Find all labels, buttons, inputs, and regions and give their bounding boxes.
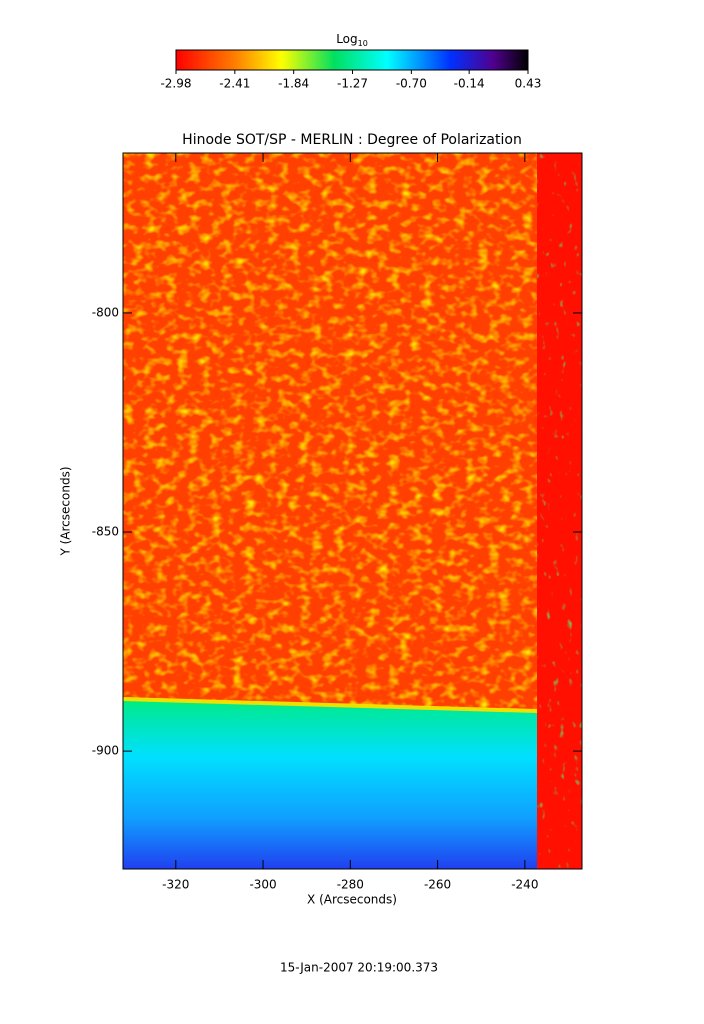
x-tick-label: -280 — [337, 878, 364, 892]
x-tick-label: -300 — [249, 878, 276, 892]
timestamp: 15-Jan-2007 20:19:00.373 — [280, 961, 438, 975]
colorbar-label: Log10 — [336, 32, 368, 48]
colorbar-tick-label: -0.70 — [396, 77, 427, 91]
colorbar — [175, 49, 529, 71]
solar-image — [123, 153, 582, 869]
x-tick-label: -320 — [162, 878, 189, 892]
y-tick-label: -900 — [92, 744, 119, 758]
colorbar-tick-label: -1.27 — [337, 77, 368, 91]
x-tick-label: -260 — [424, 878, 451, 892]
colorbar-tick-label: -2.41 — [219, 77, 250, 91]
x-tick-label: -240 — [511, 878, 538, 892]
colorbar-tick-label: -2.98 — [160, 77, 191, 91]
colorbar-tick-label: -0.14 — [454, 77, 485, 91]
colorbar-label-sub: 10 — [358, 39, 368, 48]
y-axis-label: Y (Arcseconds) — [59, 466, 73, 556]
colorbar-label-base: Log — [336, 32, 357, 46]
plot-frame — [122, 152, 583, 870]
x-axis-label: X (Arcseconds) — [307, 893, 397, 907]
y-tick-label: -800 — [92, 305, 119, 319]
chart-title: Hinode SOT/SP - MERLIN : Degree of Polar… — [182, 132, 522, 148]
colorbar-tick-label: 0.43 — [515, 77, 542, 91]
colorbar-tick-label: -1.84 — [278, 77, 309, 91]
y-tick-label: -850 — [92, 525, 119, 539]
